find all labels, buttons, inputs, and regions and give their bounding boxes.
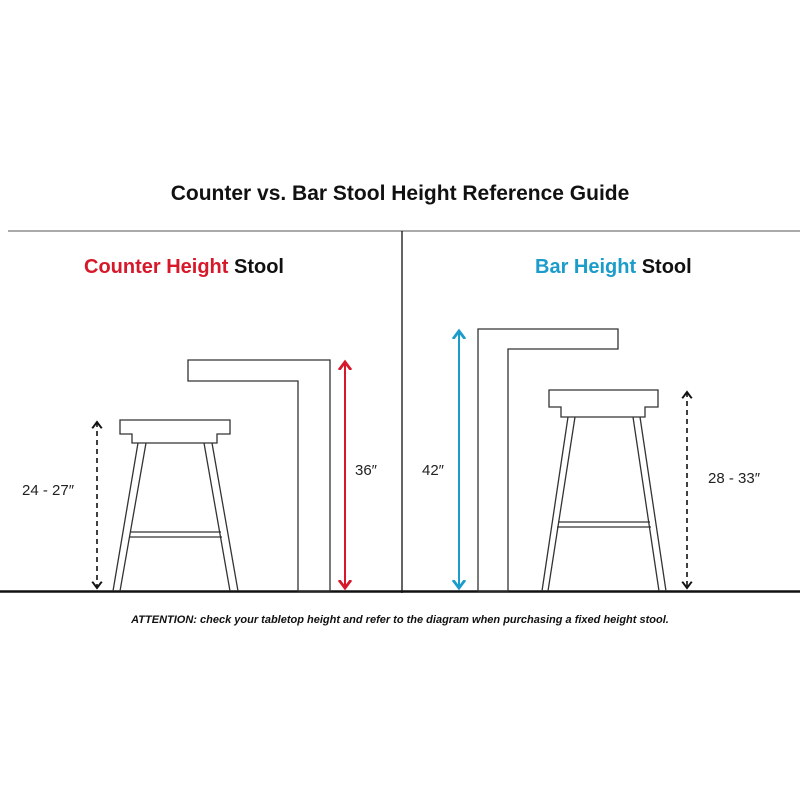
attention-text: check your tabletop height and refer to … [200,614,669,626]
counter-stool-height-label: 24 - 27″ [22,482,75,499]
bar-heading: Bar Height Stool [535,256,692,279]
bar-height-label: 42″ [422,462,444,479]
counter-heading-accent: Counter Height [84,256,229,278]
bar-stool-height-label: 28 - 33″ [708,470,761,487]
attention-note: ATTENTION: check your tabletop height an… [0,614,800,626]
bar-heading-accent: Bar Height [535,256,637,278]
bar-heading-rest: Stool [641,256,692,278]
bar-stool [541,389,667,592]
counter-heading-rest: Stool [234,256,284,278]
counter-stool [112,419,239,592]
bar-outline [477,328,619,592]
page-title: Counter vs. Bar Stool Height Reference G… [170,182,630,205]
counter-outline [187,359,331,592]
counter-height-label: 36″ [355,462,377,479]
counter-heading: Counter Height Stool [84,256,284,279]
attention-label: ATTENTION: [131,614,197,626]
